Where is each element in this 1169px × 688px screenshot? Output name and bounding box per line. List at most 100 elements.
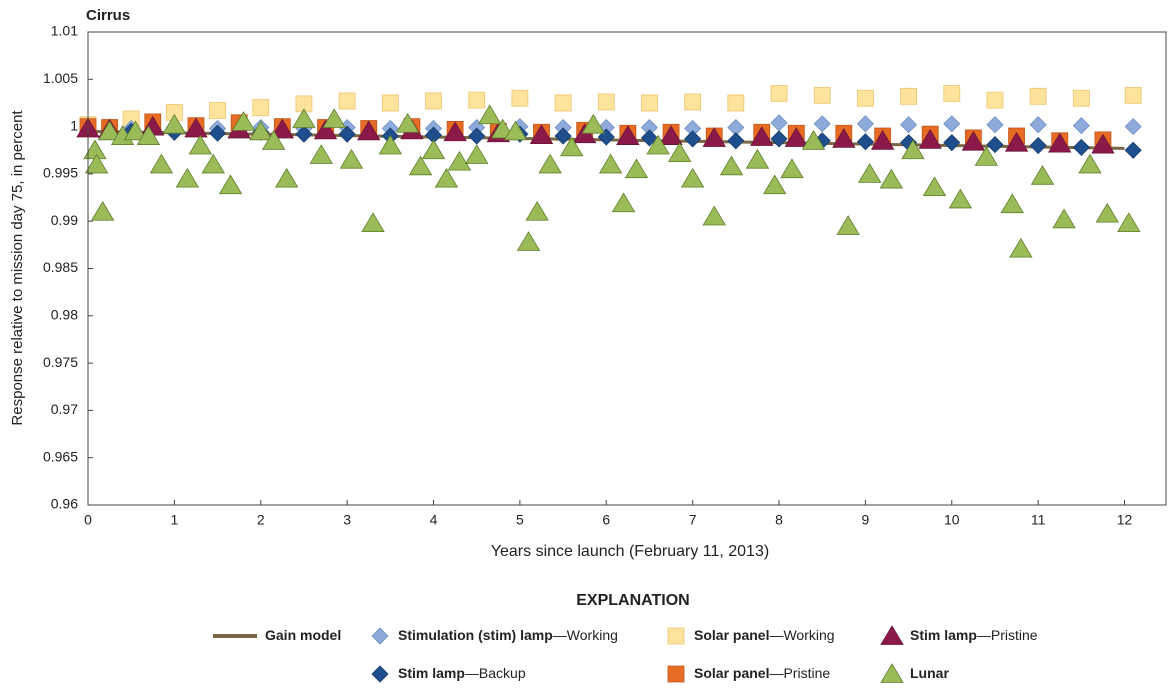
diamond-marker: [813, 115, 831, 133]
triangle-marker: [680, 167, 705, 188]
triangle-marker: [745, 148, 770, 169]
diamond-marker: [943, 134, 961, 152]
square-marker: [770, 85, 788, 102]
diamond-marker: [900, 116, 918, 134]
triangle-marker: [1048, 132, 1072, 153]
triangle-marker: [1117, 212, 1141, 232]
x-tick-label: 3: [343, 512, 351, 528]
legend-label: Lunar: [910, 665, 949, 681]
triangle-marker: [218, 174, 243, 195]
triangle-marker: [1009, 237, 1033, 258]
x-tick-label: 4: [430, 512, 438, 528]
y-tick-label: 0.965: [43, 448, 78, 464]
triangle-marker: [538, 153, 562, 174]
x-tick-label: 12: [1117, 512, 1133, 528]
triangle-marker: [443, 121, 467, 142]
square-marker: [252, 99, 270, 117]
triangle-marker: [136, 125, 161, 145]
triangle-marker: [339, 148, 364, 169]
triangle-marker: [262, 130, 286, 150]
diamond-marker: [338, 125, 356, 143]
triangle-marker: [763, 174, 787, 195]
plot-frame: [87, 31, 1167, 506]
x-tick-label: 10: [944, 512, 960, 528]
legend-marker: [371, 627, 389, 645]
square-marker: [209, 102, 226, 119]
triangle-marker: [611, 192, 636, 213]
diamond-marker: [554, 127, 572, 145]
diamond-marker: [1124, 118, 1142, 136]
y-tick-label: 0.97: [51, 401, 78, 417]
triangle-marker: [1095, 202, 1119, 223]
y-tick-label: 0.975: [43, 354, 78, 370]
triangle-marker: [249, 120, 273, 141]
y-tick-label: 1.01: [51, 23, 78, 39]
x-tick-label: 8: [775, 512, 783, 528]
x-tick-label: 1: [170, 512, 178, 528]
triangle-marker: [313, 119, 338, 140]
x-tick-label: 6: [602, 512, 610, 528]
square-marker: [165, 104, 183, 121]
triangle-marker: [395, 112, 420, 133]
legend-marker: [667, 627, 685, 645]
triangle-marker: [477, 104, 502, 125]
triangle-marker: [408, 155, 433, 176]
square-marker: [468, 91, 486, 109]
y-tick-label: 0.99: [51, 212, 78, 228]
triangle-marker: [858, 163, 882, 183]
triangle-marker: [581, 113, 606, 134]
triangle-marker: [667, 142, 692, 162]
legend-marker: [880, 625, 904, 645]
triangle-marker: [188, 134, 212, 155]
triangle-marker: [90, 200, 115, 221]
triangle-marker: [503, 120, 528, 141]
square-marker: [813, 86, 831, 104]
diamond-marker: [986, 136, 1004, 154]
y-tick-label: 0.96: [51, 496, 78, 512]
square-marker: [727, 94, 745, 112]
x-tick-label: 7: [689, 512, 697, 528]
triangle-marker: [231, 111, 256, 131]
square-marker: [381, 94, 399, 112]
triangle-marker: [1000, 193, 1024, 214]
triangle-marker: [918, 129, 942, 149]
square-marker: [511, 89, 529, 107]
triangle-marker: [879, 168, 904, 189]
diamond-marker: [1072, 117, 1090, 135]
triangle-marker: [624, 158, 649, 179]
legend-label: Solar panel—Pristine: [694, 665, 830, 681]
diamond-marker: [684, 130, 702, 148]
triangle-marker: [1004, 131, 1029, 152]
triangle-marker: [784, 127, 809, 147]
triangle-marker: [529, 124, 554, 145]
legend-label: Solar panel—Working: [694, 627, 835, 643]
legend-label: Stim lamp—Backup: [398, 665, 526, 681]
legend-title: EXPLANATION: [576, 592, 689, 609]
triangle-marker: [961, 130, 986, 151]
y-tick-label: 0.995: [43, 165, 78, 181]
triangle-marker: [378, 134, 403, 155]
diamond-marker: [1029, 136, 1047, 155]
square-marker: [641, 94, 658, 112]
triangle-marker: [659, 125, 683, 145]
diamond-marker: [856, 115, 874, 133]
legend-label: Stimulation (stim) lamp—Working: [398, 627, 618, 643]
diamond-marker: [856, 133, 874, 151]
triangle-marker: [464, 144, 489, 164]
triangle-marker: [702, 205, 726, 226]
diamond-marker: [770, 114, 788, 132]
diamond-marker: [1124, 141, 1142, 159]
triangle-marker: [750, 126, 774, 146]
triangle-marker: [1030, 165, 1055, 185]
triangle-marker: [270, 118, 295, 139]
triangle-marker: [84, 153, 109, 174]
triangle-marker: [322, 108, 346, 128]
triangle-marker: [201, 153, 225, 174]
triangle-marker: [162, 113, 187, 134]
y-tick-label: 1: [70, 117, 78, 133]
square-marker: [295, 95, 313, 113]
diamond-marker: [727, 132, 745, 150]
legend-label: Stim lamp—Pristine: [910, 627, 1038, 643]
diamond-marker: [1072, 138, 1090, 156]
